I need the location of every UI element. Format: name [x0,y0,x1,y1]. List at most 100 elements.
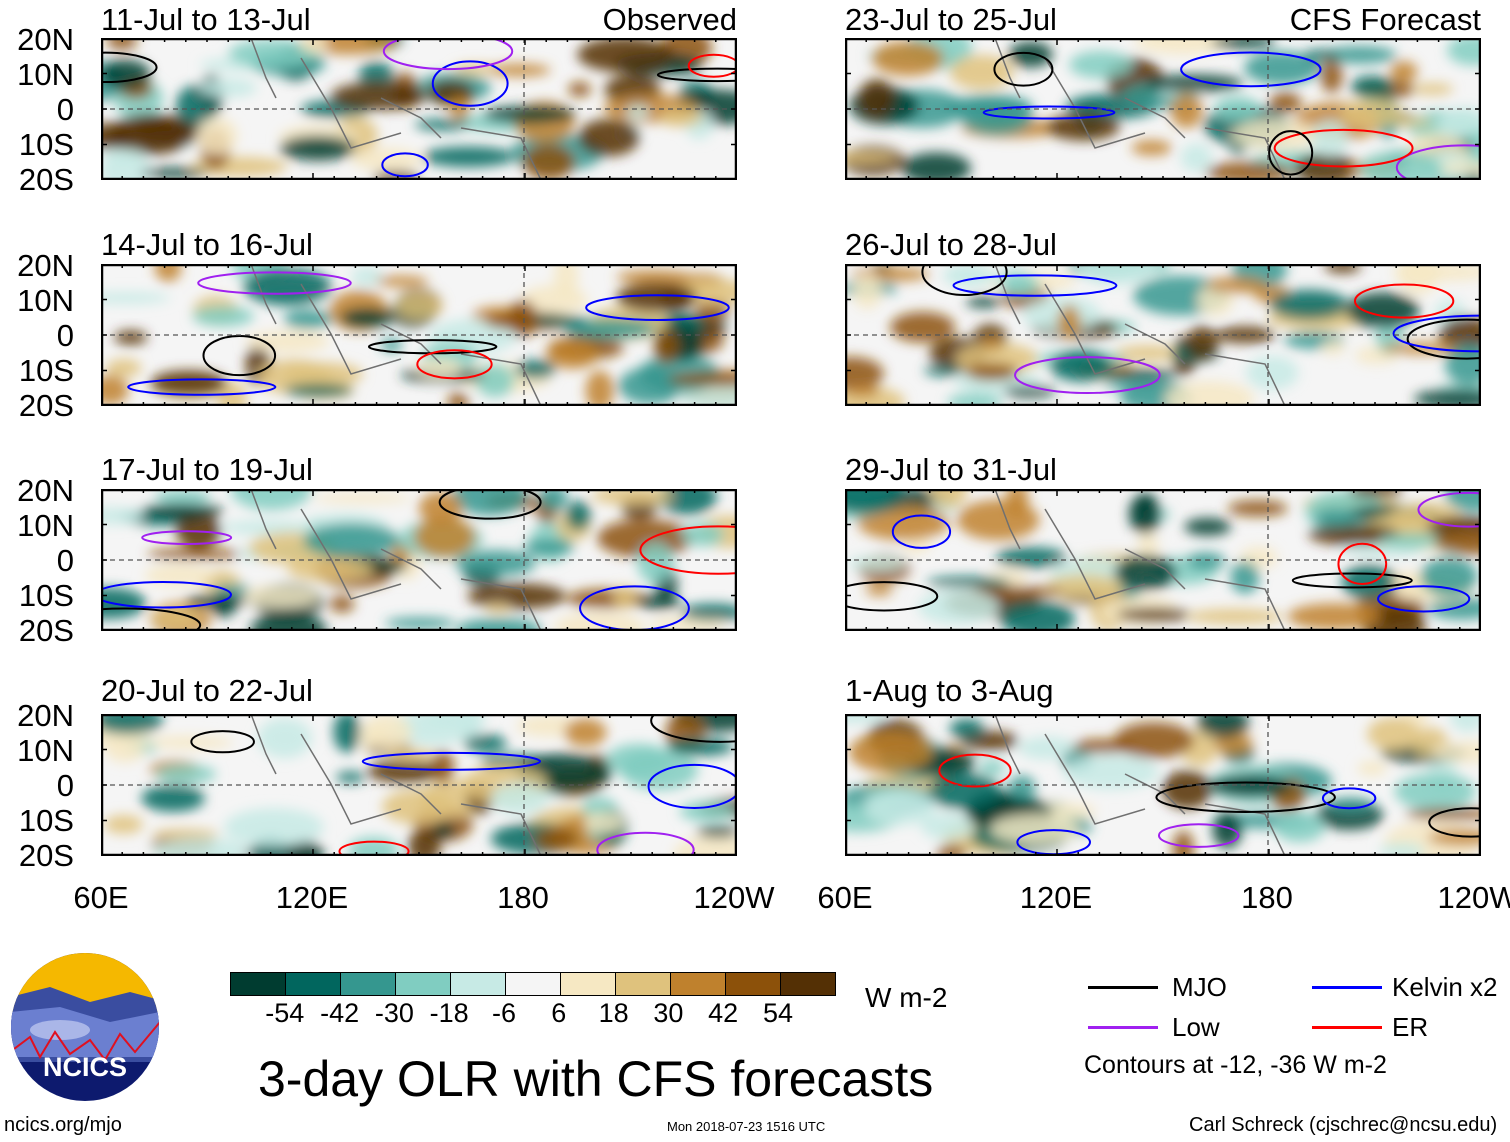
olr-anomaly-blob [1367,717,1420,751]
olr-anomaly-blob [1390,61,1418,83]
olr-anomaly-blob [515,359,556,379]
lat-label: 20S [18,162,74,197]
olr-anomaly-blob [155,764,217,784]
colorbar-swatch [341,973,396,995]
olr-anomaly-blob [1378,533,1446,549]
lat-label: 20S [18,388,74,423]
olr-anomaly-blob [853,273,882,310]
olr-anomaly-blob [1063,754,1159,790]
panel-title: 14-Jul to 16-Jul [101,227,313,262]
olr-anomaly-blob [1420,557,1478,597]
olr-anomaly-blob [333,711,361,753]
olr-anomaly-blob [243,267,332,306]
wave-contour [1377,585,1471,613]
olr-anomaly-blob [467,583,567,610]
olr-anomaly-blob [901,152,972,185]
olr-anomaly-blob [577,36,674,73]
contour-note: Contours at -12, -36 W m-2 [1084,1051,1387,1079]
wave-contour [1417,491,1510,528]
olr-anomaly-blob [361,713,412,752]
olr-anomaly-blob [284,383,353,397]
olr-anomaly-blob [330,81,428,111]
olr-anomaly-blob [487,63,551,77]
olr-anomaly-blob [175,85,218,127]
olr-anomaly-blob [340,308,394,328]
olr-anomaly-blob [228,39,319,68]
lat-label: 20S [18,838,74,873]
olr-anomaly-blob [857,505,950,541]
olr-anomaly-blob [287,557,374,582]
olr-anomaly-blob [1313,508,1359,527]
olr-anomaly-blob [416,358,463,378]
olr-anomaly-blob [522,144,575,181]
olr-map-panel [46,469,797,646]
wave-contour [938,753,1012,788]
olr-anomaly-blob [568,81,592,97]
wave-contour [1273,128,1414,168]
olr-anomaly-blob [565,500,591,531]
olr-anomaly-blob [152,606,201,629]
lat-label: 20N [17,248,74,283]
olr-anomaly-blob [197,117,238,155]
olr-map-panel [814,27,1510,195]
colorbar-swatch [231,973,286,995]
olr-anomaly-blob [1321,340,1345,356]
wave-contour [1291,572,1413,589]
olr-anomaly-blob [1197,284,1234,316]
olr-anomaly-blob [920,813,974,840]
olr-anomaly-blob [454,550,537,577]
olr-anomaly-blob [1231,119,1321,150]
olr-anomaly-blob [113,330,148,345]
olr-anomaly-blob [865,584,893,596]
olr-anomaly-blob [918,589,999,625]
olr-anomaly-blob [596,519,693,558]
colorbar-swatch [781,973,835,995]
olr-anomaly-blob [637,594,681,610]
olr-anomaly-blob [145,735,234,750]
olr-anomaly-blob [626,104,650,119]
olr-anomaly-blob [1227,500,1288,517]
footer-url[interactable]: ncics.org/mjo [4,1114,122,1136]
olr-anomaly-blob [1350,75,1394,98]
olr-anomaly-blob [1116,607,1191,622]
colorbar-tick-label: -42 [320,998,360,1028]
lat-label: 10S [18,353,74,388]
olr-anomaly-blob [585,370,614,412]
ncics-logo: NCICS [11,953,159,1101]
olr-anomaly-blob [1269,92,1302,113]
olr-anomaly-blob [283,362,364,387]
olr-anomaly-blob [1018,736,1077,760]
olr-anomaly-blob [1103,380,1185,391]
legend-mjo-label: MJO [1172,972,1227,1002]
coastline [250,263,542,407]
olr-anomaly-blob [449,96,470,120]
olr-anomaly-blob [1186,326,1219,361]
olr-anomaly-blob [965,296,1002,308]
olr-anomaly-blob [696,826,740,838]
olr-anomaly-blob [245,330,330,353]
olr-anomaly-blob [1069,50,1133,79]
colorbar-tick-label: -54 [265,998,305,1028]
wave-contour [197,271,352,295]
olr-anomaly-blob [1357,760,1387,777]
legend-mjo-line [1088,986,1158,989]
olr-anomaly-blob [329,595,355,613]
colorbar-swatch [616,973,671,995]
olr-anomaly-blob [995,547,1067,568]
olr-anomaly-blob [151,828,219,840]
olr-anomaly-blob [475,363,515,398]
olr-anomaly-blob [563,318,657,339]
panel-title: 1-Aug to 3-Aug [845,673,1054,708]
olr-anomaly-blob [1184,517,1232,536]
coastline [250,488,542,632]
footer-credit: Carl Schreck (cjschrec@ncsu.edu) [1189,1114,1498,1136]
olr-anomaly-blob [1303,49,1339,61]
legend-er-label: ER [1392,1012,1429,1042]
olr-anomaly-blob [384,617,456,630]
lat-label: 20N [17,698,74,733]
olr-anomaly-blob [848,731,934,773]
olr-anomaly-blob [335,771,365,783]
coastline [994,263,1286,407]
lat-label: 0 [56,543,74,578]
olr-anomaly-blob [1008,41,1053,68]
